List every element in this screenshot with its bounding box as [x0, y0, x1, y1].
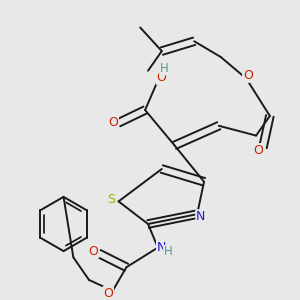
Text: N: N [157, 241, 166, 254]
Text: S: S [107, 194, 115, 206]
Text: O: O [157, 71, 166, 84]
Text: N: N [196, 210, 206, 223]
Text: O: O [243, 69, 253, 82]
Text: O: O [103, 287, 113, 300]
Text: O: O [254, 144, 263, 157]
Text: H: H [160, 62, 169, 75]
Text: O: O [89, 244, 98, 258]
Text: H: H [164, 245, 172, 259]
Text: O: O [108, 116, 118, 129]
